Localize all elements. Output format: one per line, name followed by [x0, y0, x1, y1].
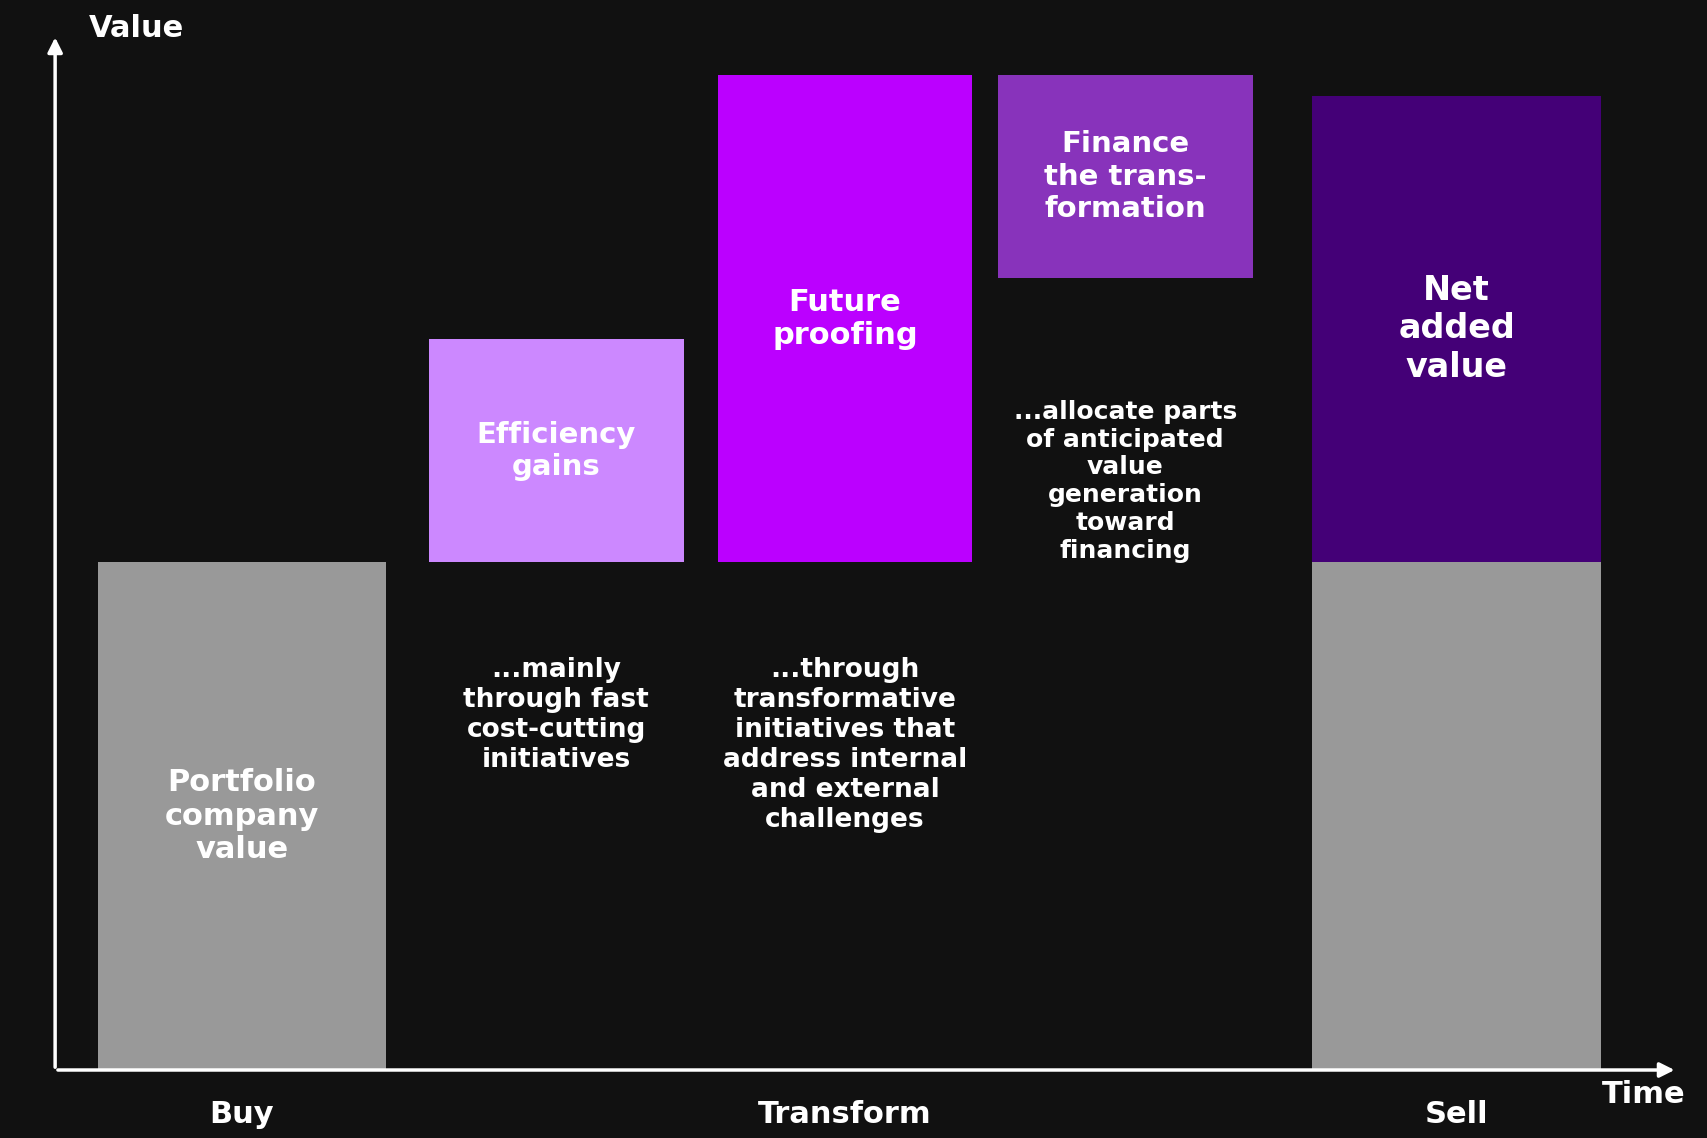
Text: ...through
transformative
initiatives that
address internal
and external
challen: ...through transformative initiatives th… — [722, 657, 968, 833]
Text: Future
proofing: Future proofing — [772, 288, 918, 351]
Text: Transform: Transform — [758, 1100, 932, 1129]
Text: Time: Time — [1603, 1080, 1687, 1110]
Bar — [717, 75, 973, 562]
Text: Value: Value — [89, 15, 184, 43]
Text: ...mainly
through fast
cost-cutting
initiatives: ...mainly through fast cost-cutting init… — [463, 657, 649, 773]
Text: Sell: Sell — [1425, 1100, 1489, 1129]
Text: Efficiency
gains: Efficiency gains — [476, 421, 637, 481]
Bar — [1313, 96, 1601, 562]
Text: ...allocate parts
of anticipated
value
generation
toward
financing: ...allocate parts of anticipated value g… — [1014, 399, 1238, 563]
Text: Finance
the trans-
formation: Finance the trans- formation — [1045, 131, 1207, 223]
Bar — [428, 339, 683, 562]
Text: Net
added
value: Net added value — [1398, 274, 1514, 384]
Bar — [999, 75, 1253, 278]
Bar — [1313, 562, 1601, 1070]
Text: Buy: Buy — [210, 1100, 275, 1129]
Text: Portfolio
company
value: Portfolio company value — [166, 768, 319, 865]
Bar — [97, 562, 386, 1070]
